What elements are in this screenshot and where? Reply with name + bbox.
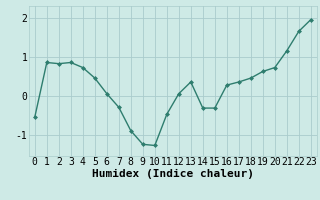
X-axis label: Humidex (Indice chaleur): Humidex (Indice chaleur) <box>92 169 254 179</box>
